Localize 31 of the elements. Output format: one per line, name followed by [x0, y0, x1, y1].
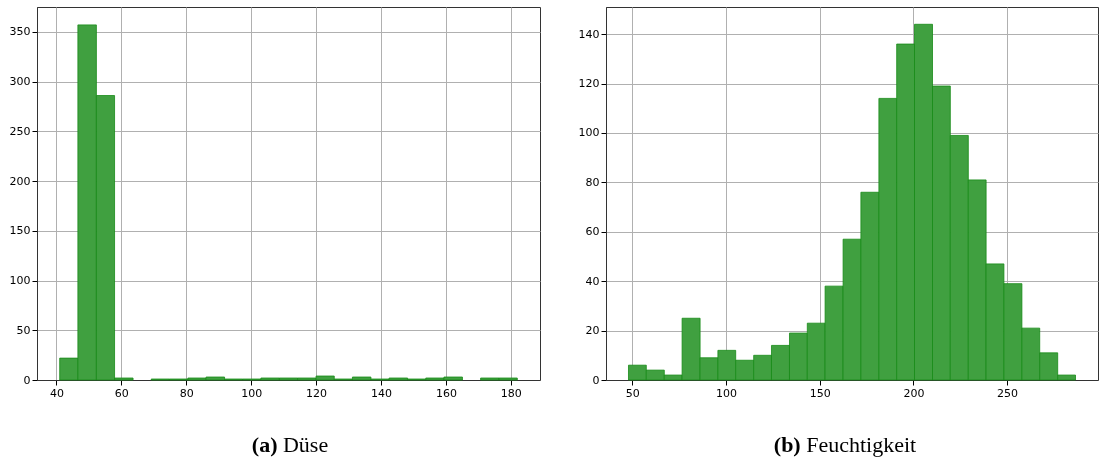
- y-tick-label: 80: [585, 175, 600, 189]
- y-tick-label: 140: [578, 27, 600, 41]
- x-tick-label: 160: [435, 386, 457, 400]
- y-tick-label: 60: [585, 225, 600, 239]
- x-tick-label: 200: [903, 386, 925, 400]
- x-tick-label: 140: [370, 386, 392, 400]
- y-tick-label: 50: [16, 323, 31, 337]
- x-tick-label: 80: [179, 386, 194, 400]
- text: (a) Düse: [251, 432, 329, 458]
- x-tick-label: 100: [715, 386, 737, 400]
- y-tick-label: 200: [9, 174, 31, 188]
- x-tick-label: 50: [625, 386, 640, 400]
- x-tick-label: 180: [500, 386, 522, 400]
- y-tick-label: 250: [9, 124, 31, 138]
- y-tick-label: 0: [23, 373, 31, 387]
- x-tick-label: 120: [306, 386, 328, 400]
- x-tick-label: 100: [241, 386, 263, 400]
- x-tick-label: 60: [114, 386, 129, 400]
- y-tick-label: 20: [585, 324, 600, 338]
- y-tick-label: 120: [578, 77, 600, 91]
- text: (b) Feuchtigkeit: [773, 432, 917, 458]
- y-tick-label: 100: [9, 274, 31, 288]
- y-tick-label: 0: [592, 373, 600, 387]
- y-tick-label: 40: [585, 274, 600, 288]
- x-tick-label: 40: [49, 386, 64, 400]
- y-tick-label: 150: [9, 224, 31, 238]
- y-tick-label: 350: [9, 25, 31, 39]
- x-tick-label: 150: [809, 386, 831, 400]
- y-tick-label: 100: [578, 126, 600, 140]
- x-tick-label: 250: [997, 386, 1019, 400]
- y-tick-label: 300: [9, 75, 31, 89]
